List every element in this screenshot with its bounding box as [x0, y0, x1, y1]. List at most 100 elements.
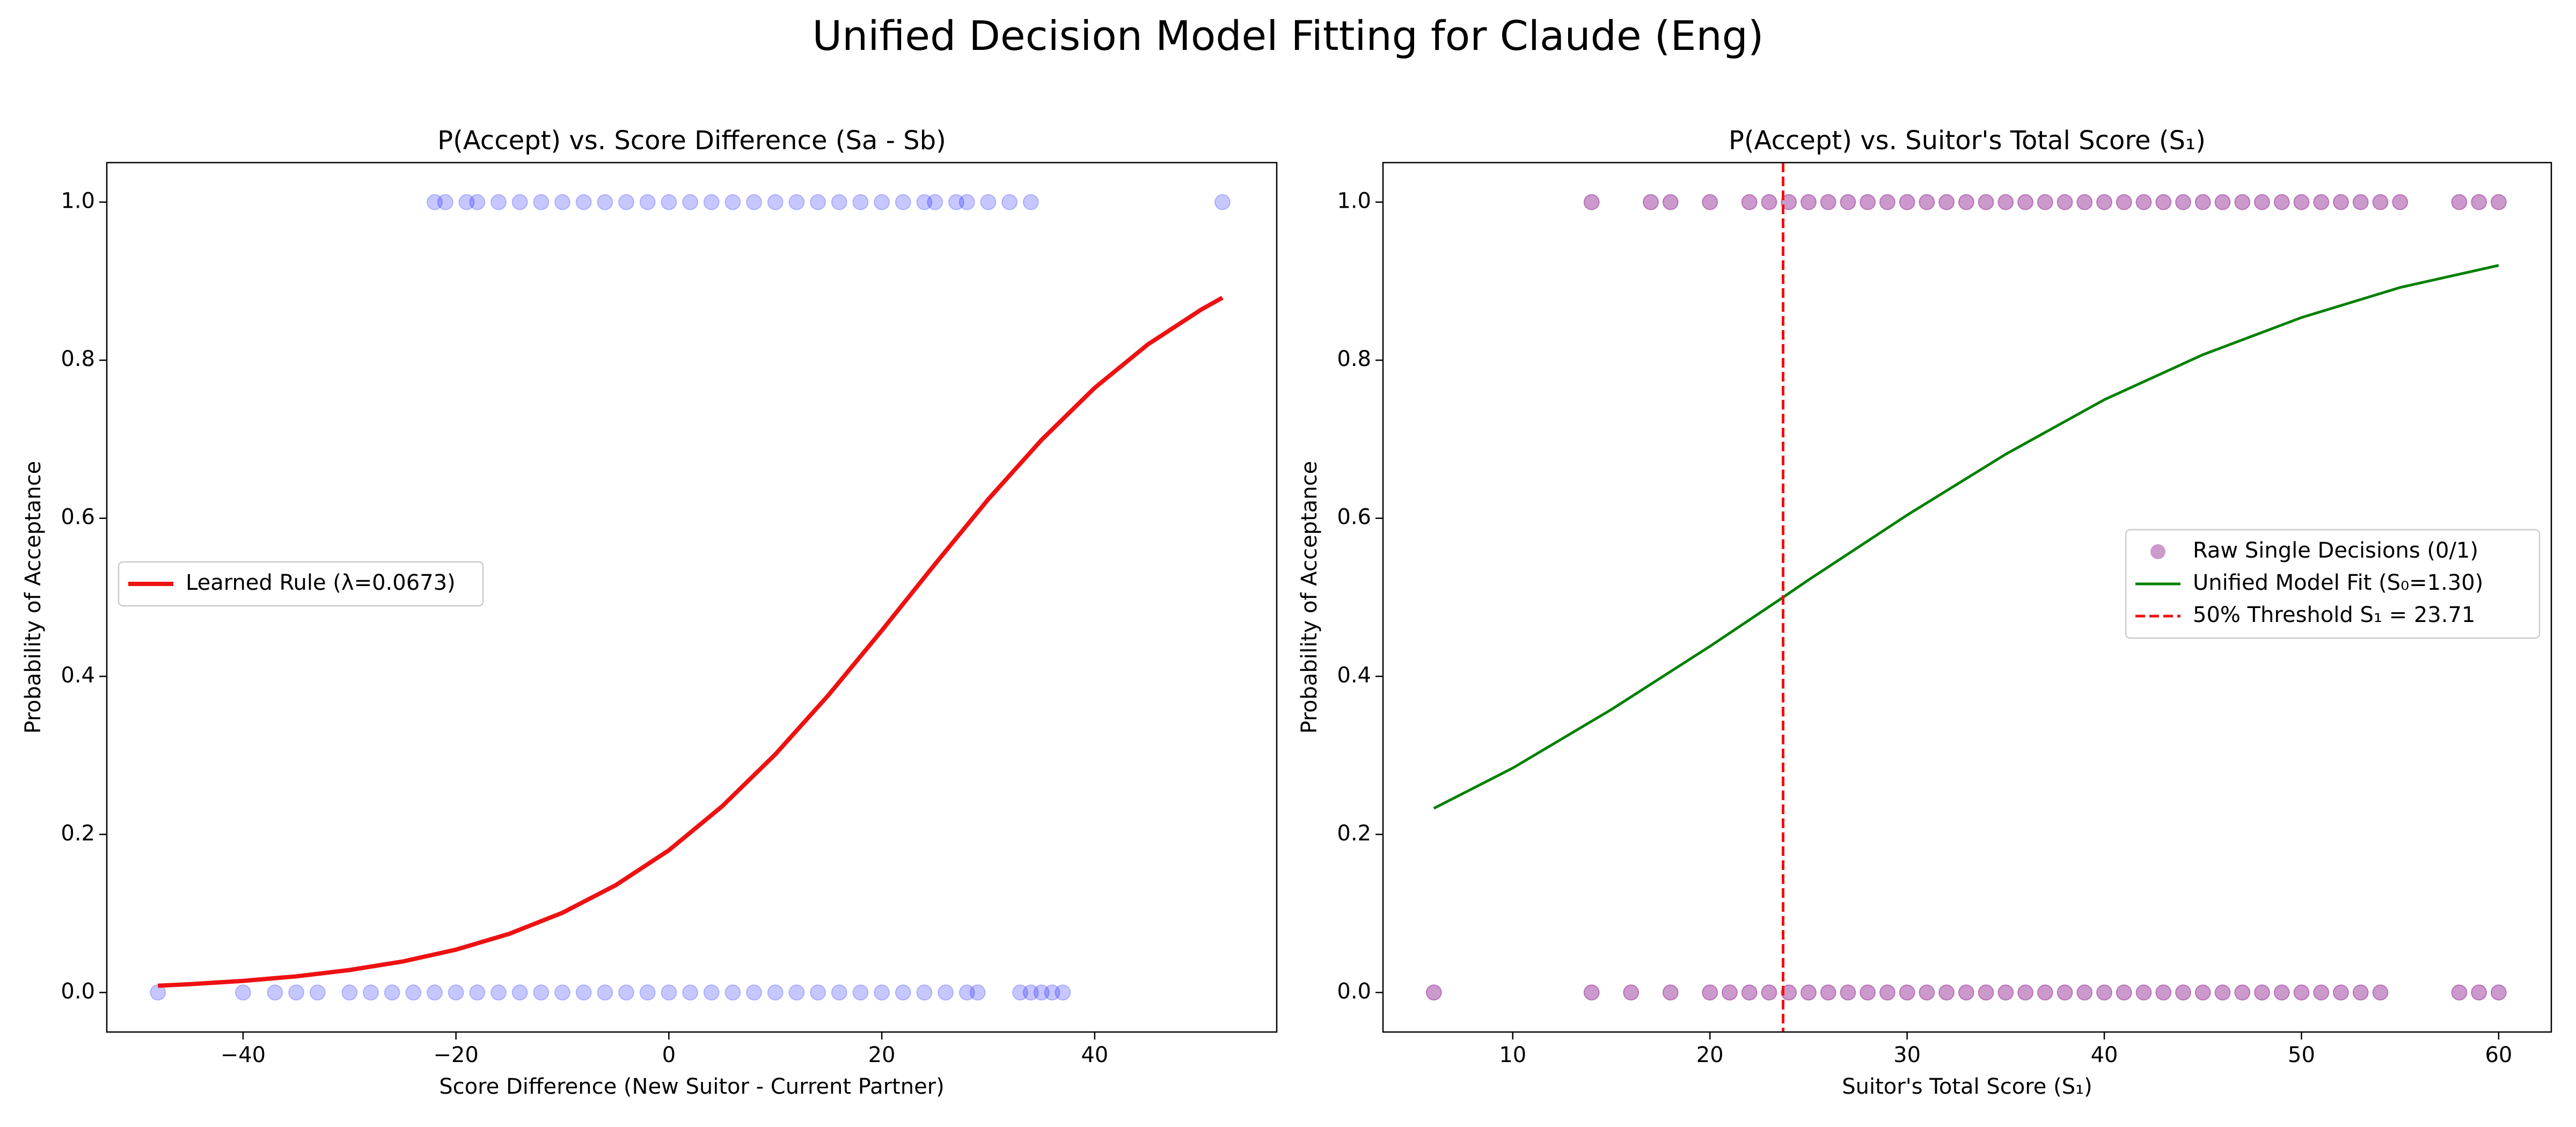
data-point: [2214, 984, 2231, 1001]
data-point: [2155, 984, 2172, 1001]
data-point: [1938, 984, 1955, 1001]
axis-title: P(Accept) vs. Score Difference (Sa - Sb): [437, 126, 946, 156]
fit-curve: [158, 296, 1224, 988]
data-point: [2175, 984, 2192, 1001]
data-point: [1583, 984, 1600, 1001]
data-point: [874, 194, 890, 210]
data-point: [1879, 194, 1896, 210]
data-point: [2135, 984, 2152, 1001]
data-point: [746, 984, 763, 1001]
data-point: [2372, 984, 2389, 1001]
data-point: [426, 194, 443, 210]
data-point: [1662, 984, 1679, 1001]
y-tick-label: 0.0: [61, 979, 95, 1004]
data-point: [2451, 194, 2468, 210]
data-point: [852, 194, 869, 210]
data-point: [2234, 984, 2251, 1001]
data-point: [703, 984, 720, 1001]
data-point: [788, 984, 805, 1001]
data-point: [2273, 194, 2290, 210]
data-point: [2017, 984, 2034, 1001]
data-point: [895, 984, 911, 1001]
data-point: [2332, 194, 2349, 210]
legend-marker: [2150, 544, 2165, 559]
data-point: [1781, 984, 1797, 1001]
data-point: [810, 984, 826, 1001]
data-point: [2194, 194, 2211, 210]
data-point: [2057, 984, 2073, 1001]
data-point: [767, 194, 784, 210]
data-point: [267, 984, 283, 1001]
data-point: [831, 984, 847, 1001]
data-point: [1978, 194, 1994, 210]
data-point: [405, 984, 422, 1001]
data-point: [448, 984, 464, 1001]
legend-label: Unified Model Fit (S₀=1.30): [2193, 570, 2483, 595]
y-tick-label: 0.4: [61, 663, 95, 687]
legend-label: Raw Single Decisions (0/1): [2193, 538, 2478, 563]
y-tick-label: 1.0: [61, 189, 95, 214]
x-tick-label: 50: [2288, 1043, 2315, 1067]
data-point: [1820, 194, 1836, 210]
y-tick-label: 0.4: [1337, 663, 1371, 687]
data-point: [2372, 194, 2389, 210]
data-point: [2017, 194, 2034, 210]
data-point: [1899, 194, 1915, 210]
y-tick-label: 0.0: [1337, 979, 1371, 1004]
x-tick-label: 40: [1081, 1043, 1108, 1067]
data-point: [554, 194, 570, 210]
data-point: [2214, 194, 2231, 210]
data-point: [724, 194, 741, 210]
data-point: [831, 194, 847, 210]
data-point: [2471, 984, 2487, 1001]
data-point: [1958, 194, 1974, 210]
data-point: [618, 194, 635, 210]
data-point: [895, 194, 911, 210]
data-point: [469, 984, 486, 1001]
data-point: [2293, 984, 2310, 1001]
x-tick-label: 20: [1696, 1043, 1724, 1067]
data-point: [703, 194, 720, 210]
y-tick-label: 0.6: [1337, 505, 1371, 530]
data-point: [341, 984, 358, 1001]
data-point: [2135, 194, 2152, 210]
data-point: [1702, 984, 1718, 1001]
data-point: [2096, 984, 2113, 1001]
data-point: [384, 984, 400, 1001]
data-point: [916, 194, 933, 210]
legend-box: [2125, 529, 2541, 639]
data-point: [469, 194, 486, 210]
x-tick-label: 60: [2485, 1043, 2512, 1067]
data-point: [490, 194, 507, 210]
data-point: [916, 984, 933, 1001]
data-point: [575, 984, 592, 1001]
data-point: [1800, 984, 1817, 1001]
data-point: [1055, 984, 1071, 1001]
data-point: [575, 194, 592, 210]
fit-curve: [1433, 264, 2499, 810]
x-tick-label: 20: [868, 1043, 896, 1067]
data-point: [2076, 984, 2093, 1001]
data-point: [2076, 194, 2093, 210]
data-point: [746, 194, 763, 210]
data-point: [788, 194, 805, 210]
data-point: [1741, 194, 1758, 210]
data-point: [2037, 984, 2053, 1001]
data-point: [2175, 194, 2192, 210]
data-point: [1721, 984, 1738, 1001]
data-point: [2253, 984, 2270, 1001]
data-point: [1781, 194, 1797, 210]
data-point: [1662, 194, 1679, 210]
data-point: [1997, 984, 2014, 1001]
data-point: [958, 194, 975, 210]
data-point: [1012, 984, 1028, 1001]
data-point: [597, 194, 613, 210]
legend-label: 50% Threshold S₁ = 23.71: [2193, 603, 2475, 627]
data-point: [1214, 194, 1231, 210]
plot-area: [150, 194, 1231, 1001]
data-point: [2490, 194, 2507, 210]
data-point: [1860, 984, 1876, 1001]
data-point: [2313, 984, 2330, 1001]
data-point: [1044, 984, 1060, 1001]
data-point: [852, 984, 869, 1001]
